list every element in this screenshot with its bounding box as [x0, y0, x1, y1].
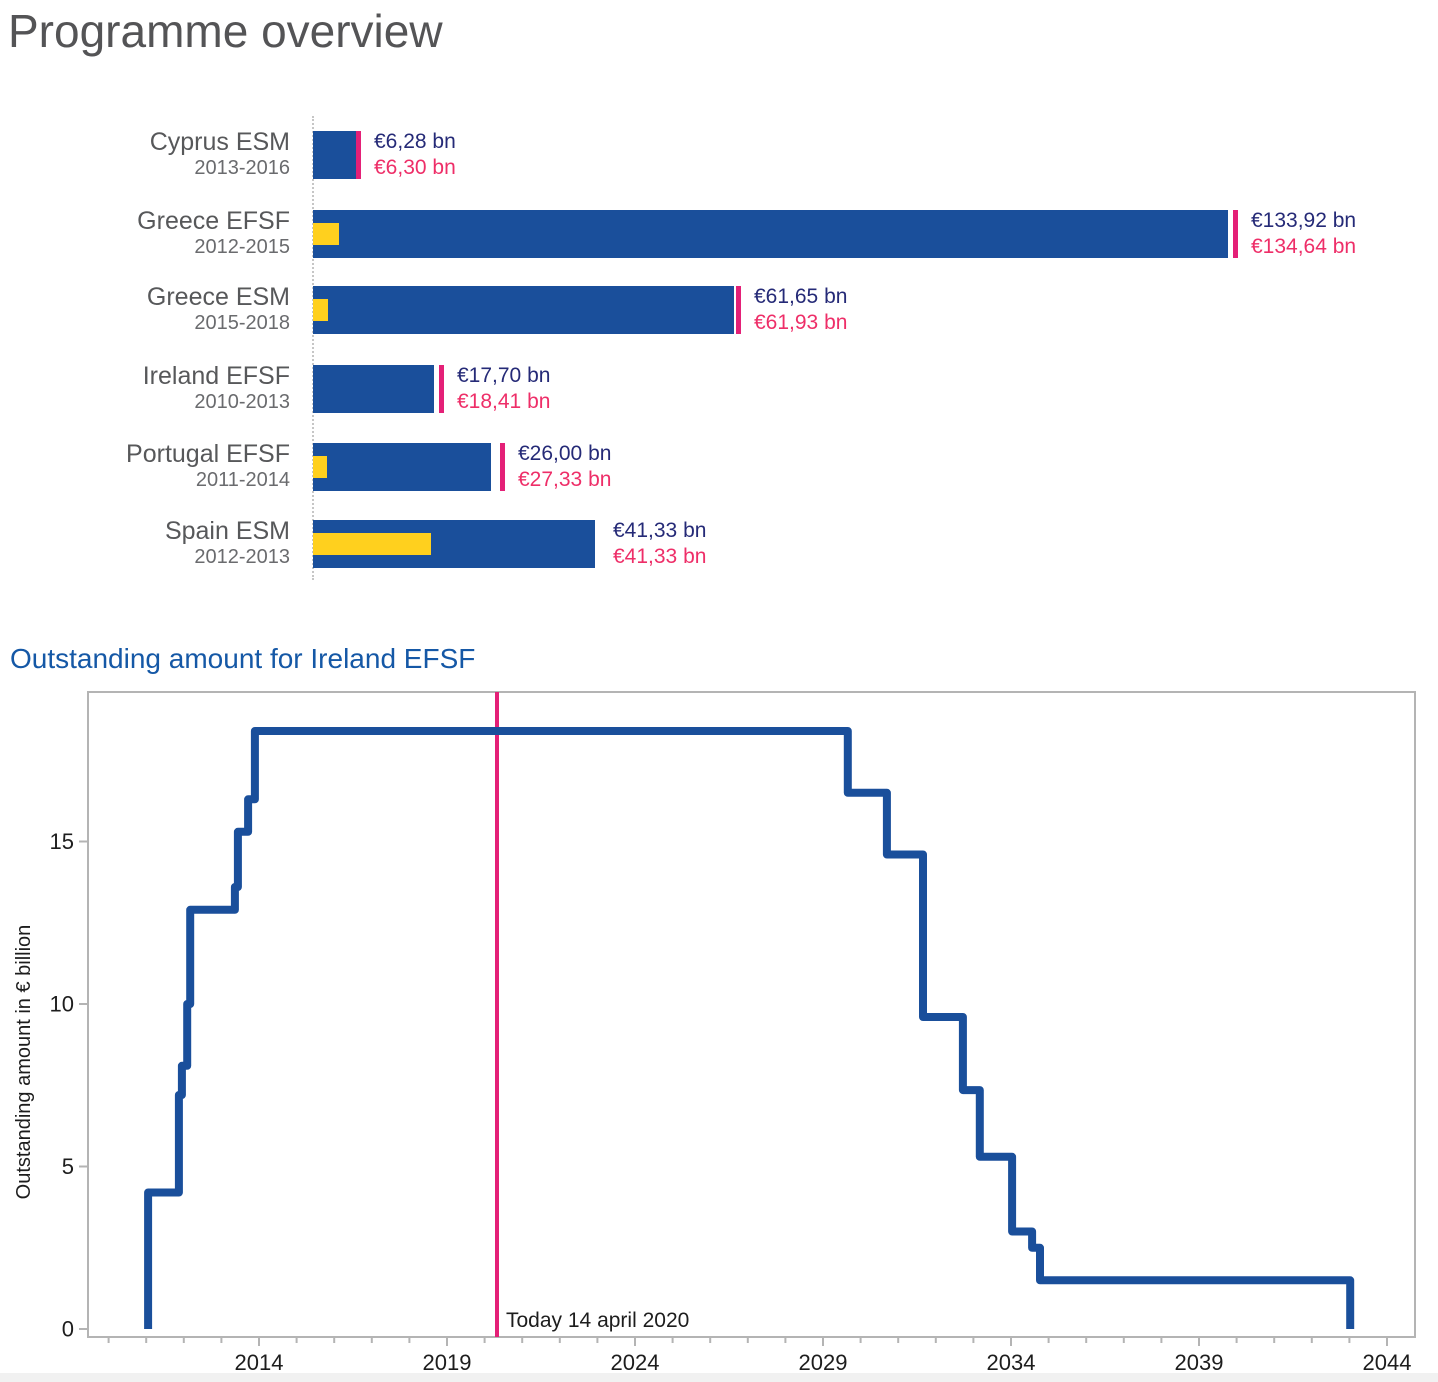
committed-value-label: €6,30 bn: [374, 156, 456, 179]
page-title: Programme overview: [8, 5, 443, 57]
today-label: Today 14 april 2020: [506, 1309, 689, 1332]
x-axis-label: 2034: [987, 1350, 1036, 1375]
disbursed-value-label: €17,70 bn: [457, 364, 551, 387]
outstanding-line-chart: 2014 2019 2024 2029 2034 2039 2044 0 5 10 15 Outsta…: [13, 691, 1416, 1375]
x-axis-label: 2024: [611, 1350, 660, 1375]
bar-row-label: Ireland EFSF 2010-2013: [0, 362, 290, 413]
programme-period: 2011-2014: [195, 469, 290, 491]
programme-bar-greece-efsf[interactable]: [313, 210, 1228, 258]
x-axis-label: 2044: [1363, 1350, 1412, 1375]
committed-amount-marker: [499, 443, 505, 491]
y-axis-label: 15: [50, 829, 74, 854]
programme-period: 2012-2015: [194, 236, 290, 258]
committed-value-label: €18,41 bn: [457, 390, 551, 413]
bar-row-label: Portugal EFSF 2011-2014: [0, 440, 290, 491]
bar-value-labels: €6,28 bn €6,30 bn: [374, 130, 456, 179]
bar-chart-baseline-dotted-axis: [312, 116, 314, 580]
highlight-yellow-bar: [313, 299, 328, 321]
committed-value-label: €61,93 bn: [754, 311, 848, 334]
committed-amount-marker: [356, 131, 361, 179]
programme-bar-portugal-efsf[interactable]: [313, 443, 491, 491]
programme-bar-greece-esm[interactable]: [313, 286, 735, 334]
outstanding-step-line[interactable]: [144, 727, 1355, 1329]
programme-bar-chart: Cyprus ESM 2013-2016 €6,28 bn €6,30 bn Greec…: [0, 0, 1438, 620]
bar-row-label: Cyprus ESM 2013-2016: [0, 128, 290, 179]
line-chart-title: Outstanding amount for Ireland EFSF: [10, 643, 476, 674]
plot-border: [87, 691, 1416, 1338]
bar-row-label: Spain ESM 2012-2013: [0, 517, 290, 568]
bar-row-label: Greece ESM 2015-2018: [0, 283, 290, 334]
x-axis-label: 2014: [235, 1350, 284, 1375]
x-axis-label: 2019: [423, 1350, 472, 1375]
y-axis-label: 0: [62, 1317, 74, 1342]
highlight-yellow-bar: [313, 533, 432, 555]
page-bottom-edge: [0, 1373, 1438, 1382]
bar-value-labels: €41,33 bn €41,33 bn: [613, 519, 707, 568]
y-axis-title: Outstanding amount in € billion: [13, 925, 35, 1200]
y-axis-label: 5: [62, 1154, 74, 1179]
y-axis-label: 10: [50, 992, 74, 1017]
programme-name: Cyprus ESM: [149, 128, 290, 156]
x-axis-label: 2029: [799, 1350, 848, 1375]
bar-row-label: Greece EFSF 2012-2015: [0, 207, 290, 258]
bar-value-labels: €61,65 bn €61,93 bn: [754, 285, 848, 334]
x-axis-label: 2039: [1175, 1350, 1224, 1375]
disbursed-value-label: €6,28 bn: [374, 130, 456, 153]
programme-bar-spain-esm[interactable]: [313, 520, 596, 568]
disbursed-value-label: €26,00 bn: [518, 442, 612, 465]
committed-value-label: €134,64 bn: [1251, 235, 1357, 258]
programme-name: Portugal EFSF: [126, 440, 290, 468]
bar-value-labels: €26,00 bn €27,33 bn: [518, 442, 612, 491]
programme-period: 2012-2013: [194, 546, 290, 568]
disbursed-value-label: €61,65 bn: [754, 285, 848, 308]
programme-period: 2015-2018: [194, 312, 290, 334]
programme-bar-cyprus-esm[interactable]: [313, 131, 356, 179]
programme-name: Greece ESM: [146, 283, 290, 311]
programme-bar-ireland-efsf[interactable]: [313, 365, 434, 413]
committed-amount-marker: [438, 365, 444, 413]
highlight-yellow-bar: [313, 223, 339, 245]
programme-period: 2013-2016: [194, 157, 290, 179]
committed-amount-marker: [1232, 210, 1238, 258]
programme-name: Spain ESM: [164, 517, 290, 545]
disbursed-value-label: €41,33 bn: [613, 519, 707, 542]
committed-amount-marker: [736, 286, 741, 334]
disbursed-value-label: €133,92 bn: [1251, 209, 1357, 232]
committed-value-label: €41,33 bn: [613, 545, 707, 568]
committed-value-label: €27,33 bn: [518, 468, 612, 491]
bar-value-labels: €133,92 bn €134,64 bn: [1251, 209, 1357, 258]
programme-name: Ireland EFSF: [142, 362, 290, 390]
programme-period: 2010-2013: [194, 391, 290, 413]
bar-value-labels: €17,70 bn €18,41 bn: [457, 364, 551, 413]
highlight-yellow-bar: [313, 456, 327, 478]
programme-name: Greece EFSF: [137, 207, 290, 235]
